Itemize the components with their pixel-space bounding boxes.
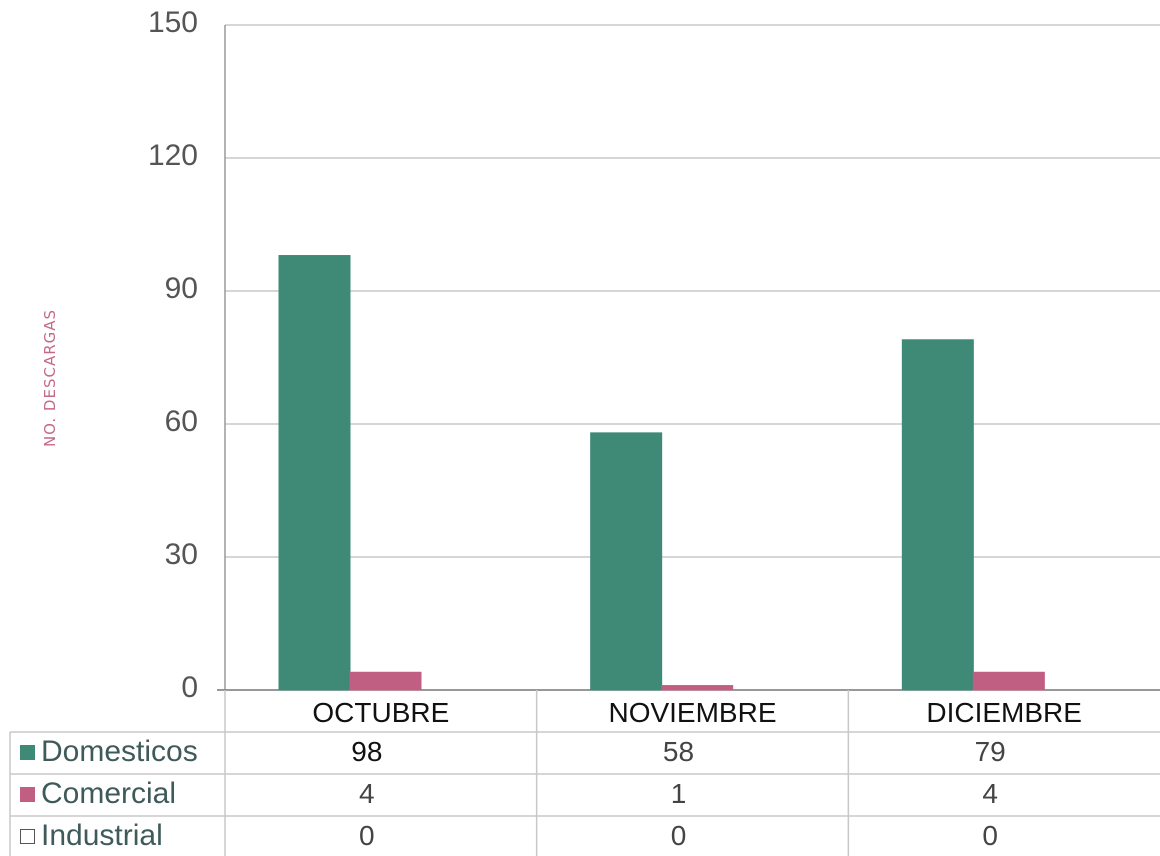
bar-domesticos-diciembre	[901, 339, 974, 691]
legend-industrial: Industrial	[20, 816, 163, 856]
legend-label: Domesticos	[41, 735, 198, 768]
legend-swatch-domesticos	[20, 744, 35, 760]
category-label-octubre: OCTUBRE	[312, 697, 450, 728]
bar-domesticos-octubre	[278, 255, 351, 691]
y-tick-label: 60	[164, 405, 198, 438]
data-label-comercial-octubre: 4	[359, 778, 375, 809]
legend-swatch-comercial	[20, 786, 35, 802]
category-label-diciembre: DICIEMBRE	[926, 697, 1082, 728]
data-label-comercial-diciembre: 4	[982, 778, 998, 809]
data-label-industrial-octubre: 0	[359, 820, 375, 851]
data-label-domesticos-octubre: 98	[351, 736, 383, 767]
legend-swatch-industrial	[20, 828, 35, 844]
legend-label: Comercial	[41, 777, 177, 810]
bar-comercial-diciembre	[972, 671, 1045, 691]
y-tick-label: 90	[164, 272, 198, 305]
bar-comercial-octubre	[349, 671, 422, 691]
y-tick-label: 0	[181, 671, 198, 704]
bar-comercial-noviembre	[661, 685, 734, 691]
y-axis-label: NO. DESCARGAS	[41, 308, 59, 448]
data-label-industrial-noviembre: 0	[670, 820, 687, 851]
legend-comercial: Comercial	[20, 774, 176, 814]
y-tick-label: 150	[147, 6, 198, 39]
category-label-noviembre: NOVIEMBRE	[608, 697, 777, 728]
bar-domesticos-noviembre	[590, 432, 663, 691]
y-tick-label: 120	[147, 139, 198, 172]
legend-label: Industrial	[41, 819, 163, 852]
data-label-domesticos-noviembre: 58	[662, 736, 695, 767]
data-label-comercial-noviembre: 1	[670, 778, 687, 809]
legend-domesticos: Domesticos	[20, 732, 198, 772]
y-tick-label: 30	[164, 538, 198, 571]
data-label-domesticos-diciembre: 79	[974, 736, 1006, 767]
data-label-industrial-diciembre: 0	[982, 820, 998, 851]
